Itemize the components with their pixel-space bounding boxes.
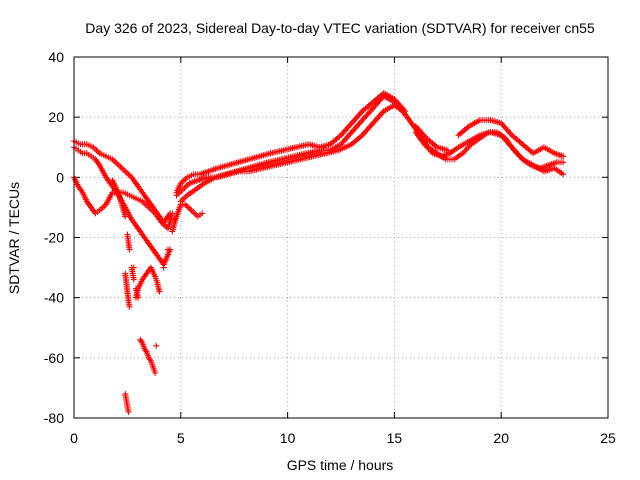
data-point	[366, 109, 373, 116]
data-point	[465, 144, 472, 151]
data-point	[130, 264, 137, 271]
data-point	[135, 294, 142, 301]
y-axis-label: SDTVAR / TECUs	[6, 182, 22, 294]
data-point	[346, 132, 353, 139]
data-point	[503, 126, 510, 133]
data-point	[126, 303, 133, 310]
data-point	[352, 124, 359, 131]
y-tick-label: 0	[56, 169, 64, 185]
data-point	[344, 133, 351, 140]
x-tick-label: 15	[387, 430, 403, 446]
data-point	[461, 148, 468, 155]
y-tick-label: 40	[48, 49, 64, 65]
data-point	[130, 276, 137, 283]
data-point	[343, 126, 350, 133]
data-point	[350, 127, 357, 134]
data-point	[502, 124, 509, 131]
data-point	[347, 130, 354, 137]
data-point	[504, 127, 511, 134]
x-tick-label: 25	[600, 430, 616, 446]
data-point	[368, 121, 375, 128]
data-point	[199, 210, 206, 217]
data-point	[152, 369, 159, 376]
x-tick-label: 5	[177, 430, 185, 446]
data-point	[358, 109, 365, 116]
data-point	[370, 120, 377, 127]
y-tick-label: -60	[44, 350, 64, 366]
data-point	[153, 342, 160, 349]
data-point	[340, 129, 347, 136]
data-point	[122, 213, 129, 220]
data-point	[355, 112, 362, 119]
data-point	[348, 120, 355, 127]
data-point	[363, 127, 370, 134]
data-point	[342, 136, 349, 143]
data-point	[507, 130, 514, 137]
data-point	[348, 129, 355, 136]
x-tick-label: 10	[280, 430, 296, 446]
plot-frame	[73, 56, 609, 419]
grid	[74, 57, 608, 418]
data-point	[367, 123, 374, 130]
data-point	[125, 408, 132, 415]
data-point	[358, 118, 365, 125]
data-point	[160, 264, 167, 271]
data-point	[346, 123, 353, 130]
data-point	[360, 115, 367, 122]
data-point	[372, 117, 379, 124]
data-point	[352, 115, 359, 122]
data-point	[462, 147, 469, 154]
data-point	[340, 138, 347, 145]
data-point	[560, 153, 567, 160]
data-point	[362, 114, 369, 121]
data-point	[366, 124, 373, 131]
data-point	[347, 121, 354, 128]
data-point	[363, 112, 370, 119]
data-point	[356, 120, 363, 127]
y-tick-label: -20	[44, 230, 64, 246]
data-point	[350, 118, 357, 125]
data-point	[506, 129, 513, 136]
data-point	[354, 114, 361, 121]
data-point	[364, 126, 371, 133]
data-point	[342, 127, 349, 134]
data-point	[356, 111, 363, 118]
data-point	[164, 246, 171, 253]
data-point	[343, 135, 350, 142]
data-point	[371, 118, 378, 125]
data-point	[560, 159, 567, 166]
x-tick-label: 20	[493, 430, 509, 446]
data-point	[169, 210, 176, 217]
x-axis-label: GPS time / hours	[287, 457, 394, 473]
data-point	[355, 121, 362, 128]
data-point	[360, 130, 367, 137]
data-point	[339, 130, 346, 137]
data-points	[71, 90, 567, 415]
data-point	[351, 117, 358, 124]
data-point	[344, 124, 351, 131]
data-point	[378, 111, 385, 118]
data-point	[351, 126, 358, 133]
data-point	[362, 129, 369, 136]
data-point	[376, 112, 383, 119]
data-point	[375, 114, 382, 121]
data-point	[126, 246, 133, 253]
y-tick-labels: -80 -60 -40 -20 0 20 40	[44, 49, 64, 426]
x-tick-labels: 0 5 10 15 20 25	[70, 430, 616, 446]
data-point	[364, 111, 371, 118]
data-point	[359, 117, 366, 124]
data-point	[500, 123, 507, 130]
data-point	[464, 145, 471, 152]
data-point	[156, 288, 163, 295]
x-tick-label: 0	[70, 430, 78, 446]
data-point	[560, 171, 567, 178]
data-point	[354, 123, 361, 130]
chart-title: Day 326 of 2023, Sidereal Day-to-day VTE…	[85, 20, 595, 36]
data-point	[374, 115, 381, 122]
y-tick-label: -80	[44, 410, 64, 426]
y-tick-label: -40	[44, 290, 64, 306]
y-tick-label: 20	[48, 109, 64, 125]
